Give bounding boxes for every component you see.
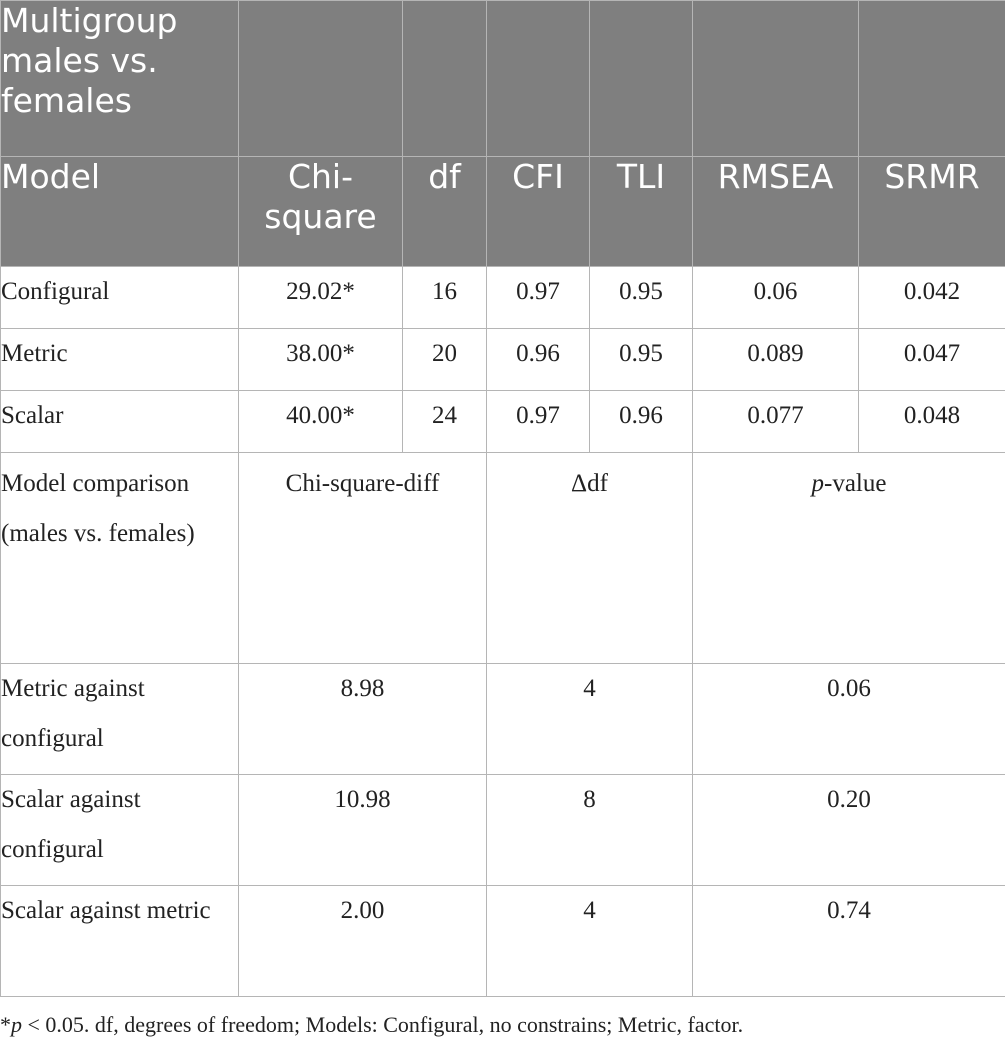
srmr-value: 0.047 xyxy=(858,328,1005,391)
cfi-value: 0.97 xyxy=(486,266,590,329)
cfi-value: 0.96 xyxy=(486,328,590,391)
p-value-header: p-value xyxy=(692,452,1005,664)
comparison-name: Scalar against metric xyxy=(0,885,239,997)
p-value: 0.74 xyxy=(692,885,1005,997)
header-blank xyxy=(486,0,590,157)
footnote-p: p xyxy=(11,1012,22,1037)
tli-value: 0.95 xyxy=(589,266,693,329)
header-blank xyxy=(858,0,1005,157)
header-blank xyxy=(402,0,487,157)
delta-df-value: 8 xyxy=(486,774,693,886)
header-blank xyxy=(238,0,403,157)
comparison-name: Scalar against configural xyxy=(0,774,239,886)
df-value: 24 xyxy=(402,390,487,453)
rmsea-value: 0.077 xyxy=(692,390,859,453)
tli-value: 0.96 xyxy=(589,390,693,453)
col-header-cfi: CFI xyxy=(486,156,590,267)
header-blank xyxy=(589,0,693,157)
rmsea-value: 0.089 xyxy=(692,328,859,391)
footnote-star: * xyxy=(0,1012,11,1037)
table-row: Metric 38.00* 20 0.96 0.95 0.089 0.047 xyxy=(0,328,1005,391)
group-title-row: Multigroup males vs. females xyxy=(0,0,1005,157)
col-header-tli: TLI xyxy=(589,156,693,267)
chi-square-diff-header: Chi-square-diff xyxy=(238,452,487,664)
chi-square-value: 38.00* xyxy=(238,328,403,391)
model-name: Metric xyxy=(0,328,239,391)
model-name: Configural xyxy=(0,266,239,329)
comparison-name: Metric against configural xyxy=(0,663,239,775)
col-header-chi-square: Chi-square xyxy=(238,156,403,267)
col-header-model: Model xyxy=(0,156,239,267)
df-value: 16 xyxy=(402,266,487,329)
delta-df-header: Δdf xyxy=(486,452,693,664)
table-row: Scalar against configural 10.98 8 0.20 xyxy=(0,774,1005,886)
chi-square-diff-value: 8.98 xyxy=(238,663,487,775)
table-row: Scalar 40.00* 24 0.97 0.96 0.077 0.048 xyxy=(0,390,1005,453)
table-row: Metric against configural 8.98 4 0.06 xyxy=(0,663,1005,775)
model-name: Scalar xyxy=(0,390,239,453)
footnote-text: < 0.05. df, degrees of freedom; Models: … xyxy=(22,1012,744,1037)
col-header-srmr: SRMR xyxy=(858,156,1005,267)
delta-df-value: 4 xyxy=(486,663,693,775)
srmr-value: 0.048 xyxy=(858,390,1005,453)
chi-square-value: 40.00* xyxy=(238,390,403,453)
group-title: Multigroup males vs. females xyxy=(0,0,239,157)
df-value: 20 xyxy=(402,328,487,391)
chi-square-diff-value: 2.00 xyxy=(238,885,487,997)
comparison-header-row: Model comparison (males vs. females) Chi… xyxy=(0,452,1005,664)
chi-square-diff-value: 10.98 xyxy=(238,774,487,886)
p-symbol: p xyxy=(811,470,825,497)
srmr-value: 0.042 xyxy=(858,266,1005,329)
delta-df-value: 4 xyxy=(486,885,693,997)
table-row: Configural 29.02* 16 0.97 0.95 0.06 0.04… xyxy=(0,266,1005,329)
table-row: Scalar against metric 2.00 4 0.74 xyxy=(0,885,1005,997)
header-blank xyxy=(692,0,859,157)
p-value: 0.06 xyxy=(692,663,1005,775)
rmsea-value: 0.06 xyxy=(692,266,859,329)
col-header-rmsea: RMSEA xyxy=(692,156,859,267)
comparison-label: Model comparison (males vs. females) xyxy=(0,452,239,664)
results-table: Multigroup males vs. females Model Chi-s… xyxy=(0,0,1005,997)
cfi-value: 0.97 xyxy=(486,390,590,453)
col-header-df: df xyxy=(402,156,487,267)
table-footnote: *p < 0.05. df, degrees of freedom; Model… xyxy=(0,1010,1005,1040)
p-value: 0.20 xyxy=(692,774,1005,886)
tli-value: 0.95 xyxy=(589,328,693,391)
p-value-suffix: -value xyxy=(824,470,887,497)
column-header-row: Model Chi-square df CFI TLI RMSEA SRMR xyxy=(0,156,1005,267)
chi-square-value: 29.02* xyxy=(238,266,403,329)
